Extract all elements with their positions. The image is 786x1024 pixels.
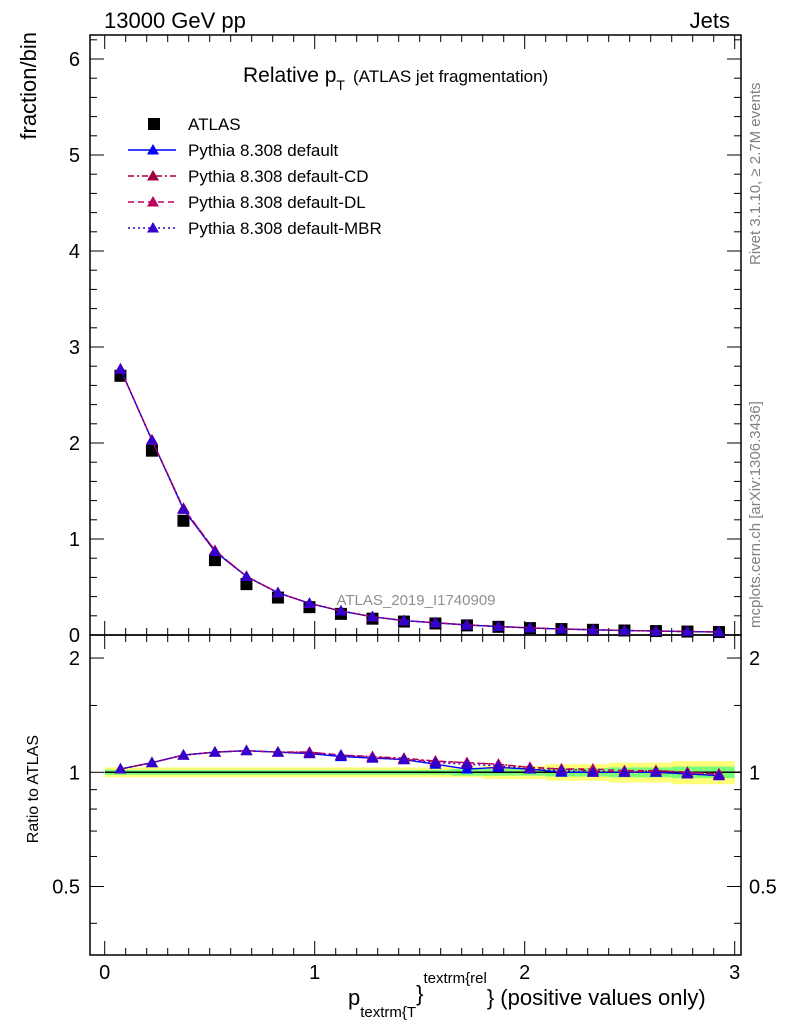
ratio-y-tick-label-left: 0.5	[52, 877, 80, 899]
ratio-y-tick-label-right: 0.5	[749, 877, 777, 899]
ratio-point-mbr	[240, 744, 253, 756]
ratio-point-mbr	[366, 752, 379, 763]
ratio-y-label: Ratio to ATLAS	[25, 735, 42, 843]
series-point-mbr	[429, 616, 442, 628]
ratio-point-mbr	[334, 749, 347, 760]
legend-label: Pythia 8.308 default	[188, 141, 339, 160]
plot-title-suffix: (ATLAS jet fragmentation)	[353, 67, 548, 86]
x-label-sup: textrm{rel	[423, 970, 486, 987]
ratio-line-mbr	[120, 749, 719, 777]
main-y-tick-label: 2	[69, 433, 80, 455]
legend-marker-mbr	[147, 222, 159, 233]
plot-title-main: Relative p	[243, 64, 336, 87]
ratio-point-mbr	[523, 763, 536, 774]
x-tick-label: 2	[519, 962, 530, 984]
main-y-tick-label: 6	[69, 49, 80, 71]
ratio-series	[114, 744, 725, 781]
legend-label: Pythia 8.308 default-MBR	[188, 219, 382, 238]
series-point-mbr	[208, 545, 221, 556]
series-point-mbr	[555, 623, 568, 634]
x-label-tail: } (positive values only)	[487, 985, 706, 1010]
series-point-mbr	[586, 623, 599, 635]
ratio-point-mbr	[303, 747, 316, 759]
main-y-label: fraction/bin	[16, 32, 41, 140]
rivet-note: Rivet 3.1.10, ≥ 2.7M events	[747, 83, 764, 266]
main-series	[114, 363, 725, 639]
main-y-tick-label: 0	[69, 625, 80, 647]
series-point-mbr	[649, 625, 662, 636]
header-right: Jets	[690, 8, 730, 33]
ratio-point-mbr	[586, 766, 599, 777]
x-label-sub: textrm{T	[360, 1004, 416, 1021]
main-y-tick-label: 5	[69, 145, 80, 167]
ratio-point-mbr	[397, 753, 410, 765]
series-point-mbr	[681, 625, 694, 637]
ratio-y-tick-label-right: 2	[749, 648, 760, 670]
legend-label: Pythia 8.308 default-CD	[188, 167, 369, 186]
series-line-mbr	[119, 368, 719, 633]
main-axis-ticks: 0 1 2 3 4 5 6	[69, 35, 741, 647]
ratio-point-mbr	[177, 749, 190, 760]
legend-label: ATLAS	[188, 115, 241, 134]
main-y-tick-label: 4	[69, 241, 80, 263]
main-y-tick-label: 3	[69, 337, 80, 359]
x-tick-label: 1	[309, 962, 320, 984]
series-point-mbr	[303, 597, 316, 608]
series-point-mbr	[271, 586, 284, 598]
ratio-point-mbr	[114, 763, 127, 774]
legend: ATLAS Pythia 8.308 default Pythia 8.308 de…	[128, 115, 382, 238]
series-point-mbr	[334, 605, 347, 616]
ratio-point-mbr	[555, 764, 568, 776]
ratio-point-mbr	[429, 756, 442, 768]
ratio-point-mbr	[271, 746, 284, 757]
ratio-point-mbr	[145, 756, 158, 768]
series-point-mbr	[618, 624, 631, 635]
plot-title-sub: T	[336, 77, 345, 93]
legend-marker-data	[148, 118, 160, 130]
series-point-mbr	[460, 619, 473, 630]
series-point-mbr	[712, 626, 725, 637]
series-point-mbr	[240, 570, 253, 581]
ratio-point-mbr	[618, 766, 631, 777]
series-point-mbr	[397, 614, 410, 626]
x-tick-label: 3	[729, 962, 740, 984]
legend-marker-dl	[147, 196, 159, 207]
plot-title: Relative pT (ATLAS jet fragmentation)	[243, 64, 548, 93]
atlas-data-point	[240, 578, 253, 591]
ratio-point-mbr	[649, 766, 662, 777]
mcplots-note: mcplots.cern.ch [arXiv:1306.3436]	[747, 401, 764, 628]
series-point-mbr	[523, 621, 536, 633]
series-point-mbr	[177, 503, 190, 514]
x-label-p: p	[348, 985, 360, 1010]
x-tick-label: 0	[99, 962, 110, 984]
ratio-y-tick-label-left: 2	[69, 648, 80, 670]
series-point-mbr	[145, 434, 158, 445]
ratio-axis-ticks: 0 1 2 3 0.5 0.5 1 1 2 2	[52, 635, 777, 984]
x-axis-label: ptextrm{T}textrm{rel} (positive values o…	[348, 970, 706, 1021]
x-label-brace: }	[416, 981, 423, 1006]
legend-marker-default	[147, 144, 159, 155]
ratio-point-mbr	[712, 769, 725, 781]
series-point-mbr	[366, 610, 379, 622]
ratio-panel-frame	[89, 634, 742, 956]
ratio-y-tick-label-right: 1	[749, 762, 760, 784]
legend-label: Pythia 8.308 default-DL	[188, 193, 366, 212]
ratio-point-mbr	[492, 759, 505, 771]
atlas-data-point	[177, 514, 190, 527]
ratio-point-mbr	[681, 767, 694, 779]
ratio-point-mbr	[460, 758, 473, 769]
series-point-mbr	[114, 363, 127, 374]
analysis-id: ATLAS_2019_I1740909	[336, 592, 495, 609]
series-point-mbr	[492, 620, 505, 632]
legend-marker-cd	[147, 170, 159, 181]
atlas-data-point	[208, 554, 221, 567]
main-y-tick-label: 1	[69, 529, 80, 551]
ratio-point-mbr	[208, 746, 221, 757]
ratio-y-tick-label-left: 1	[69, 762, 80, 784]
header-left: 13000 GeV pp	[104, 8, 246, 33]
